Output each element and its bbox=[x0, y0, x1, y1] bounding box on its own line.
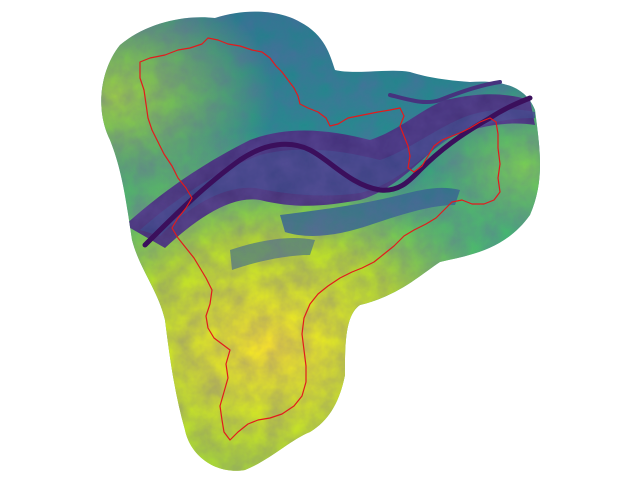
river-channel bbox=[142, 95, 533, 248]
watershed-boundary[interactable] bbox=[139, 37, 501, 441]
river-channel-north-arm bbox=[388, 80, 502, 105]
